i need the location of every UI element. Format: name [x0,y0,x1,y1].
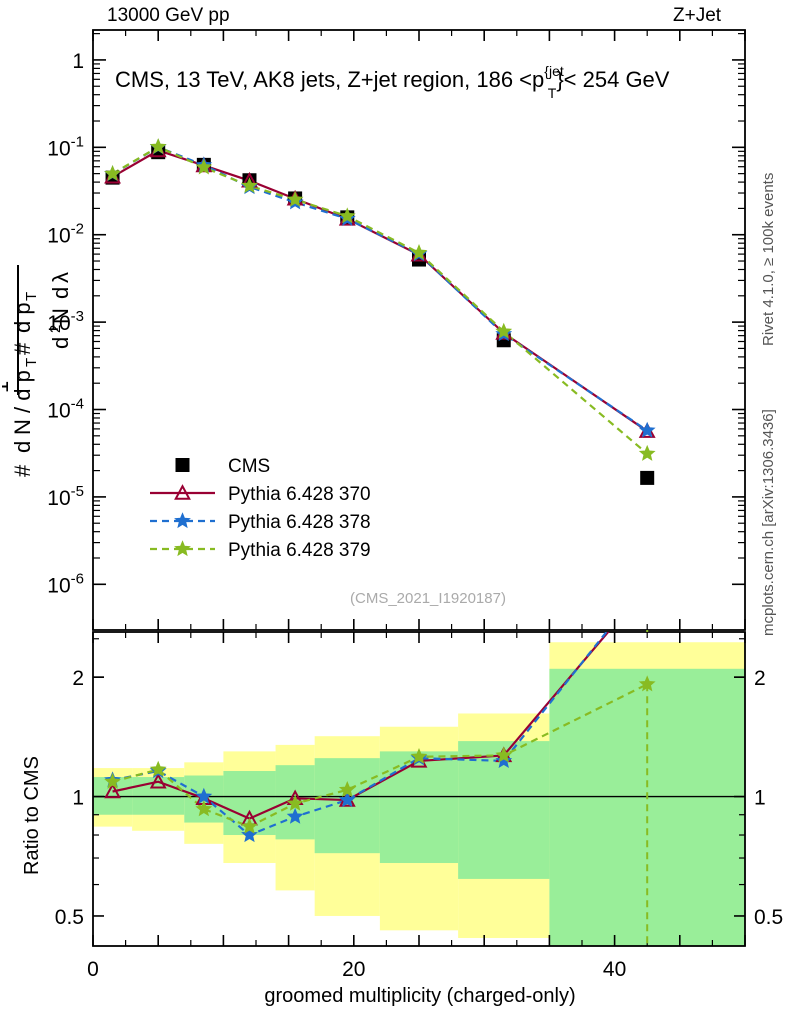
ratio-ylabel: Ratio to CMS [18,700,44,880]
svg-text:1: 1 [2,381,13,393]
svg-text:d: d [10,441,35,453]
xtick-label: 40 [603,958,626,981]
ratio-ytick-label: 1 [72,787,84,810]
legend-label-0: CMS [228,456,270,477]
main-ylabel: # d N / d p T # d p T 1 d 2 N d λ [2,35,90,595]
data-marker-star [174,512,191,529]
data-marker-star [104,772,121,789]
svg-text:d: d [48,337,73,349]
data-marker-star [338,781,356,797]
data-marker-triangle [149,772,167,789]
data-marker-square [175,458,190,472]
xtick-label: 20 [342,958,365,981]
ratio-green-band [379,751,459,864]
svg-text:T: T [23,292,40,301]
main-ytick-label: 10-2 [47,221,84,248]
ratio-ytick-label-right: 2 [754,667,766,690]
data-marker-star [495,746,513,763]
data-marker-star [286,794,304,811]
rivet-version-label: Rivet 4.1.0, ≥ 100k events [752,60,782,350]
main-series-line [112,145,648,432]
data-marker-star [286,807,304,824]
svg-text:λ: λ [48,272,73,283]
xaxis-title: groomed multiplicity (charged-only) [264,985,575,1007]
main-series-line [112,149,648,433]
header-left-label: 13000 GeV pp [107,5,230,26]
main-panel-frame [92,29,746,631]
data-marker-star [410,747,428,764]
data-marker-star [195,787,213,804]
data-marker-star [495,322,513,339]
data-marker-star [174,540,191,557]
data-marker-triangle [104,782,121,799]
main-plot-title: CMS, 13 TeV, AK8 jets, Z+jet region, 186… [115,63,670,101]
data-marker-star [338,791,356,808]
data-marker-star [149,138,167,154]
legend-label-1: Pythia 6.428 370 [228,484,371,505]
ratio-ytick-label: 0.5 [55,906,84,929]
data-marker-star [149,760,167,777]
ratio-ytick-label-right: 1 [754,787,766,810]
svg-text:d: d [48,287,73,299]
main-ytick-label: 1 [72,50,84,73]
mcplots-label: mcplots.cern.ch [arXiv:1306.3436] [752,320,782,640]
ratio-ylabel-text: Ratio to CMS [21,756,43,875]
main-series-line [112,145,648,455]
data-marker-star [495,752,513,769]
svg-text:#: # [10,342,35,355]
data-marker-star [241,826,258,843]
data-marker-star [195,158,213,175]
legend-label-2: Pythia 6.428 378 [228,512,371,533]
svg-text:#: # [10,464,35,477]
svg-text:N: N [48,308,73,324]
main-ytick-label: 10-3 [47,308,84,335]
data-marker-star [638,444,656,461]
watermark-label: (CMS_2021_I1920187) [350,590,506,607]
svg-text:T: T [23,358,40,367]
header-right-label: Z+Jet [673,5,722,26]
data-marker-square [640,470,655,485]
data-marker-star [195,800,213,817]
svg-text:2: 2 [47,325,64,333]
ratio-ytick-label-right: 0.5 [754,906,783,929]
data-marker-star [241,177,258,194]
data-marker-star [241,817,258,834]
main-ytick-label: 10-6 [47,570,84,597]
xtick-label: 0 [87,958,99,981]
data-marker-star [638,421,656,438]
main-ytick-label: 10-1 [47,133,84,160]
data-marker-star [104,164,121,181]
data-marker-star [286,190,304,207]
legend-label-3: Pythia 6.428 379 [228,540,371,561]
rivet-version-text: Rivet 4.1.0, ≥ 100k events [760,173,777,346]
mcplots-text: mcplots.cern.ch [arXiv:1306.3436] [760,409,777,636]
main-ytick-label: 10-4 [47,396,84,423]
data-marker-star [410,244,428,260]
data-marker-triangle [174,484,191,500]
data-marker-star [338,207,356,224]
svg-text:d p: d p [10,302,35,333]
main-ytick-label: 10-5 [47,483,84,510]
ratio-ytick-label: 2 [72,667,84,690]
svg-text:N / d p: N / d p [10,370,35,435]
